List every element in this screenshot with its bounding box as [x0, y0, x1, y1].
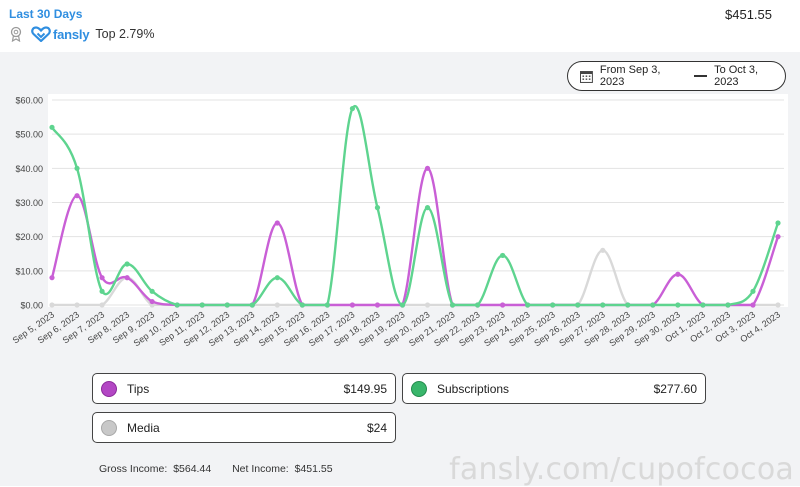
data-point-tips — [74, 193, 80, 199]
data-point-subscriptions — [424, 205, 431, 211]
data-point-subscriptions — [575, 302, 581, 308]
legend-subscriptions-value: $277.60 — [653, 381, 697, 396]
date-to: To Oct 3, 2023 — [714, 64, 759, 88]
data-point-media — [775, 302, 781, 308]
data-point-subscriptions — [249, 302, 255, 308]
gross-income-value: $564.44 — [173, 463, 212, 475]
data-point-subscriptions — [224, 302, 230, 308]
data-point-subscriptions — [199, 302, 205, 308]
gross-income-label: Gross Income: — [99, 463, 168, 475]
data-point-subscriptions — [174, 302, 180, 308]
calendar-icon — [580, 70, 593, 83]
data-point-subscriptions — [725, 302, 731, 308]
data-point-subscriptions — [700, 302, 706, 308]
data-point-tips — [124, 275, 130, 281]
data-point-subscriptions — [650, 302, 656, 308]
data-point-subscriptions — [49, 124, 55, 130]
legend-subscriptions[interactable]: Subscriptions $277.60 — [402, 373, 706, 404]
fansly-logo-icon — [31, 26, 51, 42]
legend-tips-label: Tips — [127, 381, 150, 396]
data-point-subscriptions — [74, 165, 80, 171]
series-subscriptions — [49, 104, 781, 308]
earnings-line-chart: $0.00 $10.00 $20.00 $30.00 $40.00 $50.00 $60.0… — [11, 94, 788, 348]
data-point-subscriptions — [349, 105, 356, 112]
y-tick-label: $10.00 — [15, 266, 43, 276]
y-tick-label: $40.00 — [15, 164, 43, 174]
data-point-media — [74, 302, 80, 308]
range-separator — [694, 75, 708, 77]
legend-tips[interactable]: Tips $149.95 — [92, 373, 396, 404]
chart-series — [49, 104, 781, 308]
data-point-tips — [99, 275, 105, 281]
data-point-subscriptions — [399, 302, 406, 308]
data-point-tips — [675, 271, 681, 277]
data-point-subscriptions — [474, 302, 481, 308]
rank-text: Top 2.79% — [95, 27, 155, 41]
watermark: fansly.com/cupofcocoa — [449, 452, 794, 487]
subscriptions-dot-icon — [411, 380, 427, 397]
y-axis: $0.00 $10.00 $20.00 $30.00 $40.00 $50.00 $60.0… — [15, 96, 43, 311]
media-dot-icon — [101, 419, 117, 436]
data-point-subscriptions — [124, 261, 130, 267]
data-point-media — [600, 247, 606, 253]
legend-media[interactable]: Media $24 — [92, 412, 396, 443]
data-point-subscriptions — [775, 220, 781, 226]
data-point-tips — [424, 165, 431, 171]
data-point-subscriptions — [525, 302, 531, 308]
legend-subscriptions-label: Subscriptions — [437, 381, 510, 396]
data-point-subscriptions — [449, 302, 456, 308]
data-point-media — [49, 302, 55, 308]
data-point-tips — [274, 220, 280, 226]
medal-icon — [10, 26, 22, 42]
data-point-tips — [500, 302, 506, 308]
data-point-media — [99, 302, 105, 308]
tips-dot-icon — [101, 380, 117, 397]
data-point-tips — [374, 302, 381, 308]
data-point-media — [274, 302, 280, 308]
data-point-subscriptions — [625, 302, 631, 308]
y-tick-label: $60.00 — [15, 96, 43, 106]
net-income-label: Net Income: — [232, 463, 289, 475]
net-income-value: $451.55 — [294, 463, 333, 475]
legend-media-value: $24 — [366, 420, 387, 435]
data-point-media — [424, 302, 431, 308]
data-point-subscriptions — [675, 302, 681, 308]
data-point-subscriptions — [324, 302, 330, 308]
data-point-subscriptions — [149, 288, 155, 294]
data-point-subscriptions — [550, 302, 556, 308]
data-point-subscriptions — [99, 288, 105, 294]
legend-tips-value: $149.95 — [343, 381, 387, 396]
y-tick-label: $50.00 — [15, 130, 43, 140]
date-from: From Sep 3, 2023 — [599, 64, 661, 88]
data-point-subscriptions — [299, 302, 305, 308]
legend-media-label: Media — [127, 420, 160, 435]
date-range-picker[interactable]: From Sep 3, 2023 To Oct 3, 2023 — [567, 61, 786, 91]
header: Last 30 Days $451.55 fansly Top 2.79% — [0, 0, 800, 50]
data-point-subscriptions — [500, 252, 506, 259]
rank-row: fansly Top 2.79% — [9, 25, 154, 43]
data-point-subscriptions — [750, 288, 756, 294]
y-tick-label: $30.00 — [15, 198, 43, 208]
data-point-tips — [149, 298, 155, 305]
data-point-tips — [49, 275, 55, 281]
y-tick-label: $20.00 — [15, 232, 43, 242]
data-point-subscriptions — [274, 275, 280, 281]
brand-name: fansly — [53, 26, 90, 42]
income-summary: Gross Income: $564.44 Net Income: $451.5… — [99, 463, 351, 475]
period-title: Last 30 Days — [9, 7, 83, 21]
data-point-subscriptions — [600, 302, 606, 308]
total-earnings: $451.55 — [725, 7, 772, 22]
data-point-tips — [349, 302, 356, 308]
data-point-subscriptions — [374, 205, 381, 211]
data-point-tips — [750, 302, 756, 308]
y-tick-label: $0.00 — [20, 301, 43, 311]
data-point-tips — [775, 234, 781, 240]
